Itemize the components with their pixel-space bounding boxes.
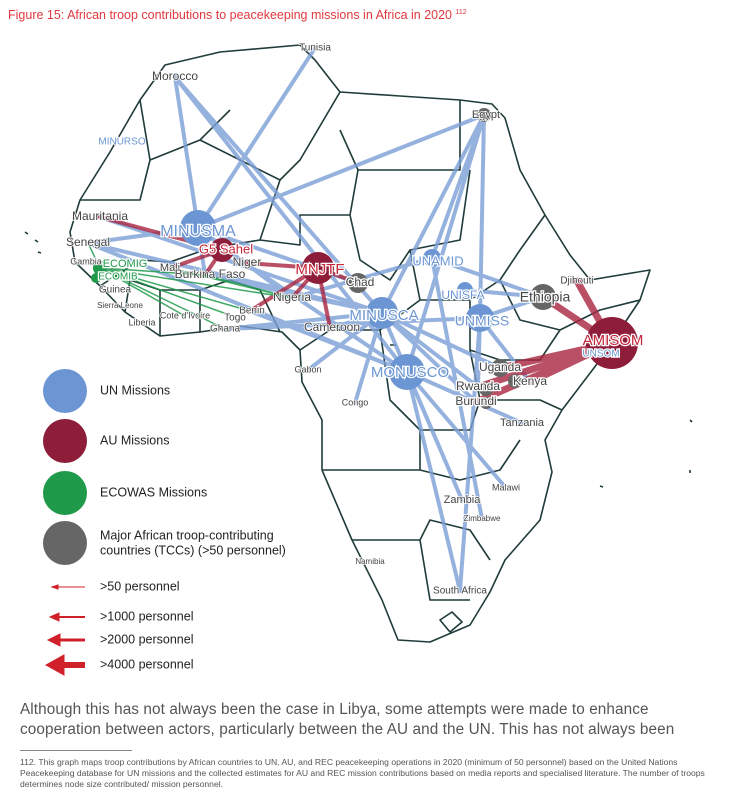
map-label: Senegal [66, 235, 110, 249]
map: Tunisia Morocco Egypt MINURSO Mauritania Sene… [24, 42, 693, 676]
legend-label: Major African troop-contributing [100, 528, 274, 542]
map-label: Mali [160, 262, 180, 274]
node [366, 297, 398, 329]
footnote-rule [20, 750, 132, 751]
figure-title: Figure 15: African troop contributions t… [8, 8, 467, 22]
nodes [91, 108, 638, 409]
node [423, 249, 441, 267]
legend-label: countries (TCCs) (>50 personnel) [100, 543, 286, 557]
map-label: G5 Sahel [199, 241, 253, 256]
map-label: Nigeria [273, 290, 311, 304]
legend-label: >1000 personnel [100, 609, 193, 623]
footnote: 112. This graph maps troop contributions… [20, 757, 705, 789]
map-label: Zambia [444, 494, 482, 506]
legend-label: >2000 personnel [100, 632, 193, 646]
map-label: MNJTF [295, 261, 344, 278]
map-label: Namibia [355, 557, 385, 566]
node [477, 108, 491, 122]
map-label: UNMISS [455, 313, 509, 329]
legend-label: UN Missions [100, 383, 170, 397]
map-label: MINUSMA [160, 223, 236, 240]
node [389, 354, 425, 390]
map-label: Malawi [492, 482, 520, 492]
node [480, 397, 492, 409]
map-label: MONUSCO [371, 364, 449, 381]
map-label: South Africa [433, 586, 487, 597]
map-label: Ethiopia [520, 289, 571, 305]
node [457, 282, 473, 298]
arrow-head [48, 612, 60, 622]
map-label: Morocco [152, 69, 198, 83]
map-label: Cameroon [304, 320, 360, 334]
map-label: Burkina Faso [175, 267, 246, 281]
node [180, 210, 216, 246]
map-label: Burundi [455, 394, 496, 408]
map-label: UNAMID [412, 253, 463, 268]
node [91, 273, 101, 283]
map-label: Zimbabwe [464, 514, 501, 523]
map-label: Sierra Leone [97, 301, 143, 310]
map-label: Tunisia [299, 43, 331, 54]
map-label: AMISOM [583, 332, 644, 349]
map-label: ECOMIG [103, 258, 148, 270]
map-label: Ghana [210, 324, 240, 335]
arrow-head [46, 633, 61, 647]
legend-label: ECOWAS Missions [100, 485, 207, 499]
legend-label: >50 personnel [100, 579, 180, 593]
legend-swatch [43, 369, 87, 413]
legend: UN Missions AU Missions ECOWAS Missions … [43, 369, 286, 676]
map-label: Gambia [70, 256, 102, 266]
ecowas-flows [87, 242, 293, 330]
map-label: Niger [233, 255, 262, 269]
legend-label: >4000 personnel [100, 657, 193, 671]
map-label: Egypt [472, 109, 500, 121]
legend-swatch [43, 521, 87, 565]
node [530, 284, 556, 310]
map-label: UNISFA [441, 288, 484, 302]
legend-swatch [43, 419, 87, 463]
node [302, 252, 334, 284]
map-label: Uganda [479, 360, 521, 374]
map-label: Guinea [99, 285, 132, 296]
map-label: Congo [342, 397, 369, 407]
map-label: Cote d'Ivoire [160, 310, 210, 320]
node [586, 317, 638, 369]
map-label: ECOMIB [98, 272, 138, 283]
node [479, 382, 493, 396]
map-label: Rwanda [456, 379, 500, 393]
legend-swatch [43, 471, 87, 515]
node [210, 238, 234, 262]
map-label: Togo [224, 313, 246, 324]
map-label: UNSOM [582, 349, 619, 360]
node [491, 359, 509, 377]
au-flows [98, 215, 616, 406]
node [508, 374, 522, 388]
title-text: Figure 15: African troop contributions t… [8, 8, 453, 22]
map-label: Gabon [294, 364, 321, 374]
node [93, 261, 107, 275]
map-label: MINURSO [98, 137, 145, 148]
node [348, 273, 368, 293]
title-note: 112 [455, 8, 467, 16]
map-label: Tanzania [500, 417, 545, 429]
map-label: Mauritania [72, 209, 128, 223]
map-label: Benin [239, 306, 265, 317]
legend-arrows [44, 584, 85, 676]
map-label: Djibouti [560, 276, 593, 287]
body-paragraph: Although this has not always been the ca… [20, 701, 675, 738]
arrow-head [44, 654, 65, 676]
arrow-head [50, 584, 59, 590]
map-label: Liberia [128, 317, 155, 327]
flows [86, 46, 616, 593]
map-label: Chad [346, 275, 375, 289]
labels: Tunisia Morocco Egypt MINURSO Mauritania Sene… [65, 42, 644, 598]
node [466, 304, 494, 332]
map-label: MINUSCA [349, 307, 418, 324]
legend-label: AU Missions [100, 433, 169, 447]
map-label: Kenya [513, 374, 547, 388]
